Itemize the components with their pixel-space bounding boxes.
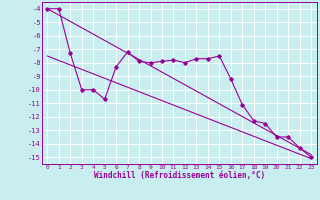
X-axis label: Windchill (Refroidissement éolien,°C): Windchill (Refroidissement éolien,°C) xyxy=(94,171,265,180)
